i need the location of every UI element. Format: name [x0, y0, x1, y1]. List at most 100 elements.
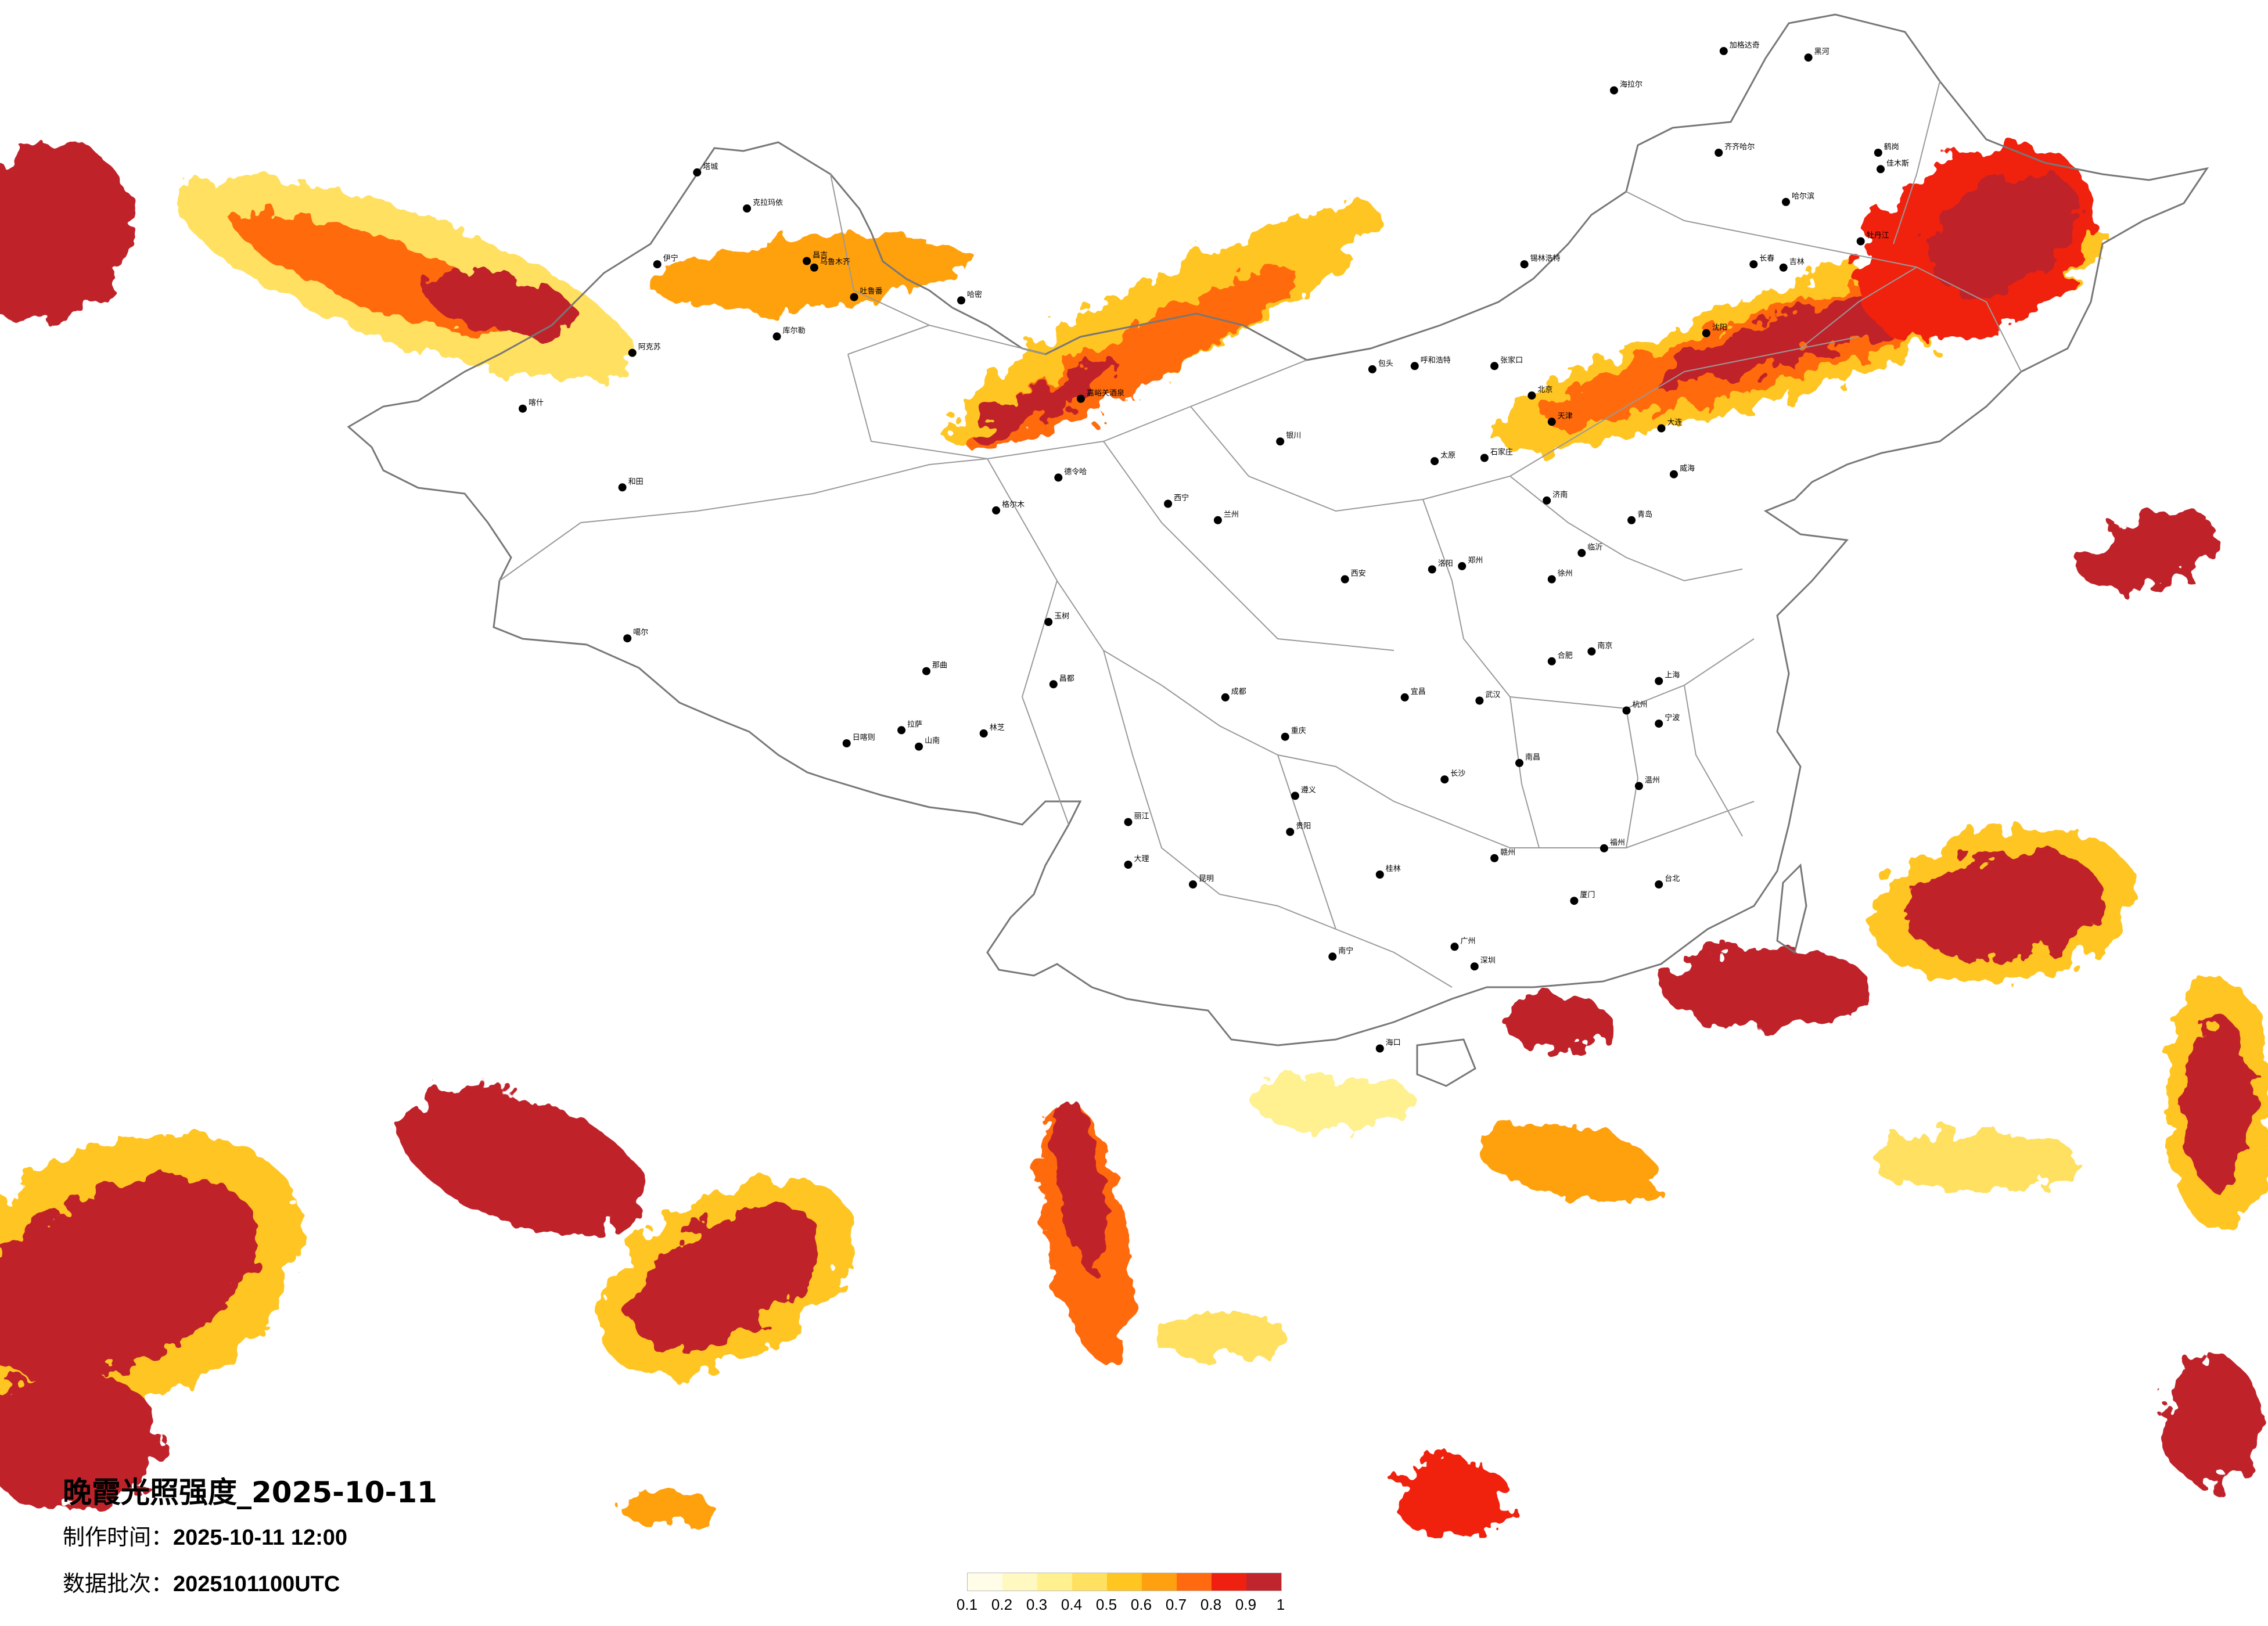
- city-dot: [1375, 870, 1384, 879]
- city-label: 林芝: [990, 723, 1005, 732]
- colorbar-tick-label: 0.4: [1061, 1596, 1083, 1613]
- glow-patch: [2184, 1016, 2253, 1190]
- city-dot: [850, 293, 858, 301]
- city-dot: [1291, 792, 1299, 800]
- city-dot: [1368, 365, 1376, 373]
- city-dot: [1702, 329, 1710, 337]
- city-dot: [1547, 575, 1556, 584]
- city-dot: [803, 257, 811, 265]
- city-label: 噶尔: [633, 628, 648, 637]
- city-label: 银川: [1286, 431, 1301, 440]
- city-dot: [1570, 897, 1579, 905]
- city-dot: [1213, 516, 1222, 524]
- city-label: 西安: [1351, 570, 1366, 578]
- city-dot: [1410, 362, 1419, 370]
- city-label: 南昌: [1525, 753, 1540, 762]
- batch-line: 数据批次：2025101100UTC: [63, 1566, 340, 1598]
- city-dot: [1490, 362, 1499, 370]
- city-label: 郑州: [1468, 556, 1483, 565]
- produce-time-label: 制作时间：: [63, 1524, 174, 1550]
- city-label: 深圳: [1480, 956, 1496, 965]
- city-label: 天津: [1558, 412, 1573, 420]
- glow-patch: [1052, 1093, 1109, 1276]
- glow-patch: [651, 235, 975, 311]
- colorbar-tick-label: 0.3: [1026, 1596, 1048, 1613]
- colorbar-swatch: [1142, 1573, 1177, 1591]
- city-dot: [618, 483, 627, 492]
- city-label: 长春: [1759, 254, 1774, 263]
- city-label: 黑河: [1814, 48, 1830, 56]
- city-dot: [1655, 720, 1663, 728]
- city-dot: [1515, 758, 1523, 767]
- city-dot: [1458, 562, 1467, 570]
- city-label: 南京: [1597, 641, 1612, 650]
- city-label: 丽江: [1134, 812, 1149, 821]
- city-label: 日喀则: [853, 733, 875, 742]
- city-dot: [1450, 942, 1459, 951]
- city-dot: [1779, 263, 1788, 272]
- map-title: 晚霞光照强度_2025-10-11: [63, 1476, 437, 1509]
- city-label: 北京: [1537, 386, 1552, 394]
- city-dot: [957, 296, 965, 305]
- city-label: 那曲: [932, 661, 947, 670]
- batch-value: 2025101100UTC: [173, 1572, 340, 1596]
- city-label: 武汉: [1485, 691, 1500, 700]
- city-label: 塔城: [703, 163, 718, 171]
- glow-patch: [1476, 1123, 1660, 1200]
- city-dot: [1375, 1044, 1384, 1053]
- glow-intensity-field: [0, 143, 2268, 1539]
- city-dot: [1049, 680, 1058, 689]
- city-label: 伊宁: [663, 254, 678, 263]
- glow-patch: [631, 1205, 821, 1350]
- city-dot: [1124, 861, 1133, 869]
- city-label: 青岛: [1637, 510, 1652, 519]
- city-label: 洛阳: [1438, 560, 1453, 569]
- city-dot: [1164, 499, 1173, 508]
- city-label: 威海: [1680, 465, 1695, 473]
- city-label: 乌鲁木齐: [820, 257, 850, 267]
- city-label: 宁波: [1665, 713, 1680, 722]
- city-label: 桂林: [1386, 865, 1401, 873]
- city-dot: [1804, 53, 1813, 62]
- city-label: 合肥: [1558, 652, 1573, 660]
- city-dot: [1749, 260, 1758, 269]
- city-label: 临沂: [1587, 543, 1602, 552]
- city-label: 克拉玛依: [753, 199, 783, 207]
- city-dot: [1856, 237, 1865, 246]
- city-dot: [1428, 565, 1436, 574]
- colorbar-swatch: [968, 1573, 1002, 1591]
- city-dot: [1286, 828, 1295, 836]
- glow-patch: [0, 1176, 258, 1379]
- glow-patch: [1928, 171, 2079, 293]
- city-label: 锡林浩特: [1530, 254, 1561, 263]
- city-dot: [772, 332, 781, 341]
- city-label: 鹤岗: [1884, 142, 1899, 152]
- glow-patch: [1504, 993, 1609, 1051]
- city-label: 牡丹江: [1867, 232, 1889, 240]
- city-label: 玉树: [1054, 612, 1069, 621]
- city-dot: [628, 348, 637, 357]
- glow-patch: [2082, 511, 2216, 592]
- city-label: 杭州: [1633, 701, 1648, 710]
- city-dot: [1490, 854, 1499, 862]
- city-dot: [992, 506, 1001, 515]
- province-borders: [499, 81, 2022, 988]
- colorbar-swatch: [1246, 1573, 1281, 1591]
- colorbar-tick-label: 0.7: [1165, 1596, 1187, 1613]
- glow-patch: [968, 269, 1297, 451]
- city-label: 太原: [1440, 451, 1455, 460]
- city-dot: [915, 742, 923, 751]
- city-dot: [743, 204, 752, 213]
- city-dot: [653, 260, 662, 269]
- city-dot: [1655, 880, 1663, 888]
- city-dot: [1276, 437, 1285, 446]
- hainan-outline: [1416, 1038, 1476, 1087]
- city-dot: [1657, 424, 1666, 433]
- colorbar-tick-label: 0.5: [1095, 1596, 1117, 1613]
- city-label: 南宁: [1338, 946, 1353, 955]
- city-dot: [1221, 693, 1230, 702]
- city-label: 厦门: [1580, 891, 1595, 900]
- city-dot: [1655, 677, 1663, 685]
- city-label: 大理: [1134, 855, 1149, 864]
- city-dot: [1670, 470, 1678, 479]
